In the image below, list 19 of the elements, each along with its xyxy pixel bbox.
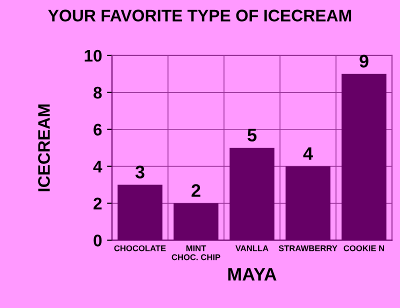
y-tick-label: 2: [94, 198, 102, 210]
x-tick-label: VANLLA: [235, 245, 268, 252]
x-axis-title: MAYA: [228, 268, 276, 280]
chart-title: YOUR FAVORITE TYPE OF ICECREAM: [48, 10, 352, 22]
x-tick-label: COOKIE N: [344, 245, 384, 252]
x-tick-label: STRAWBERRY: [278, 245, 338, 252]
y-tick-label: 10: [84, 50, 102, 62]
y-tick-label: 6: [94, 124, 102, 136]
data-label: 2: [192, 184, 200, 197]
y-tick-label: 4: [93, 160, 102, 172]
y-axis-title: ICECREAM: [38, 104, 50, 192]
x-tick-label: MINT CHOC. CHIP: [172, 245, 220, 260]
data-label: 9: [360, 54, 368, 68]
data-label: 5: [248, 128, 257, 142]
data-label: 4: [303, 147, 313, 160]
y-tick-label: 0: [94, 234, 102, 246]
x-tick-label: CHOCOLATE: [114, 245, 166, 252]
y-tick-label: 8: [94, 86, 102, 99]
data-label: 3: [135, 166, 144, 178]
